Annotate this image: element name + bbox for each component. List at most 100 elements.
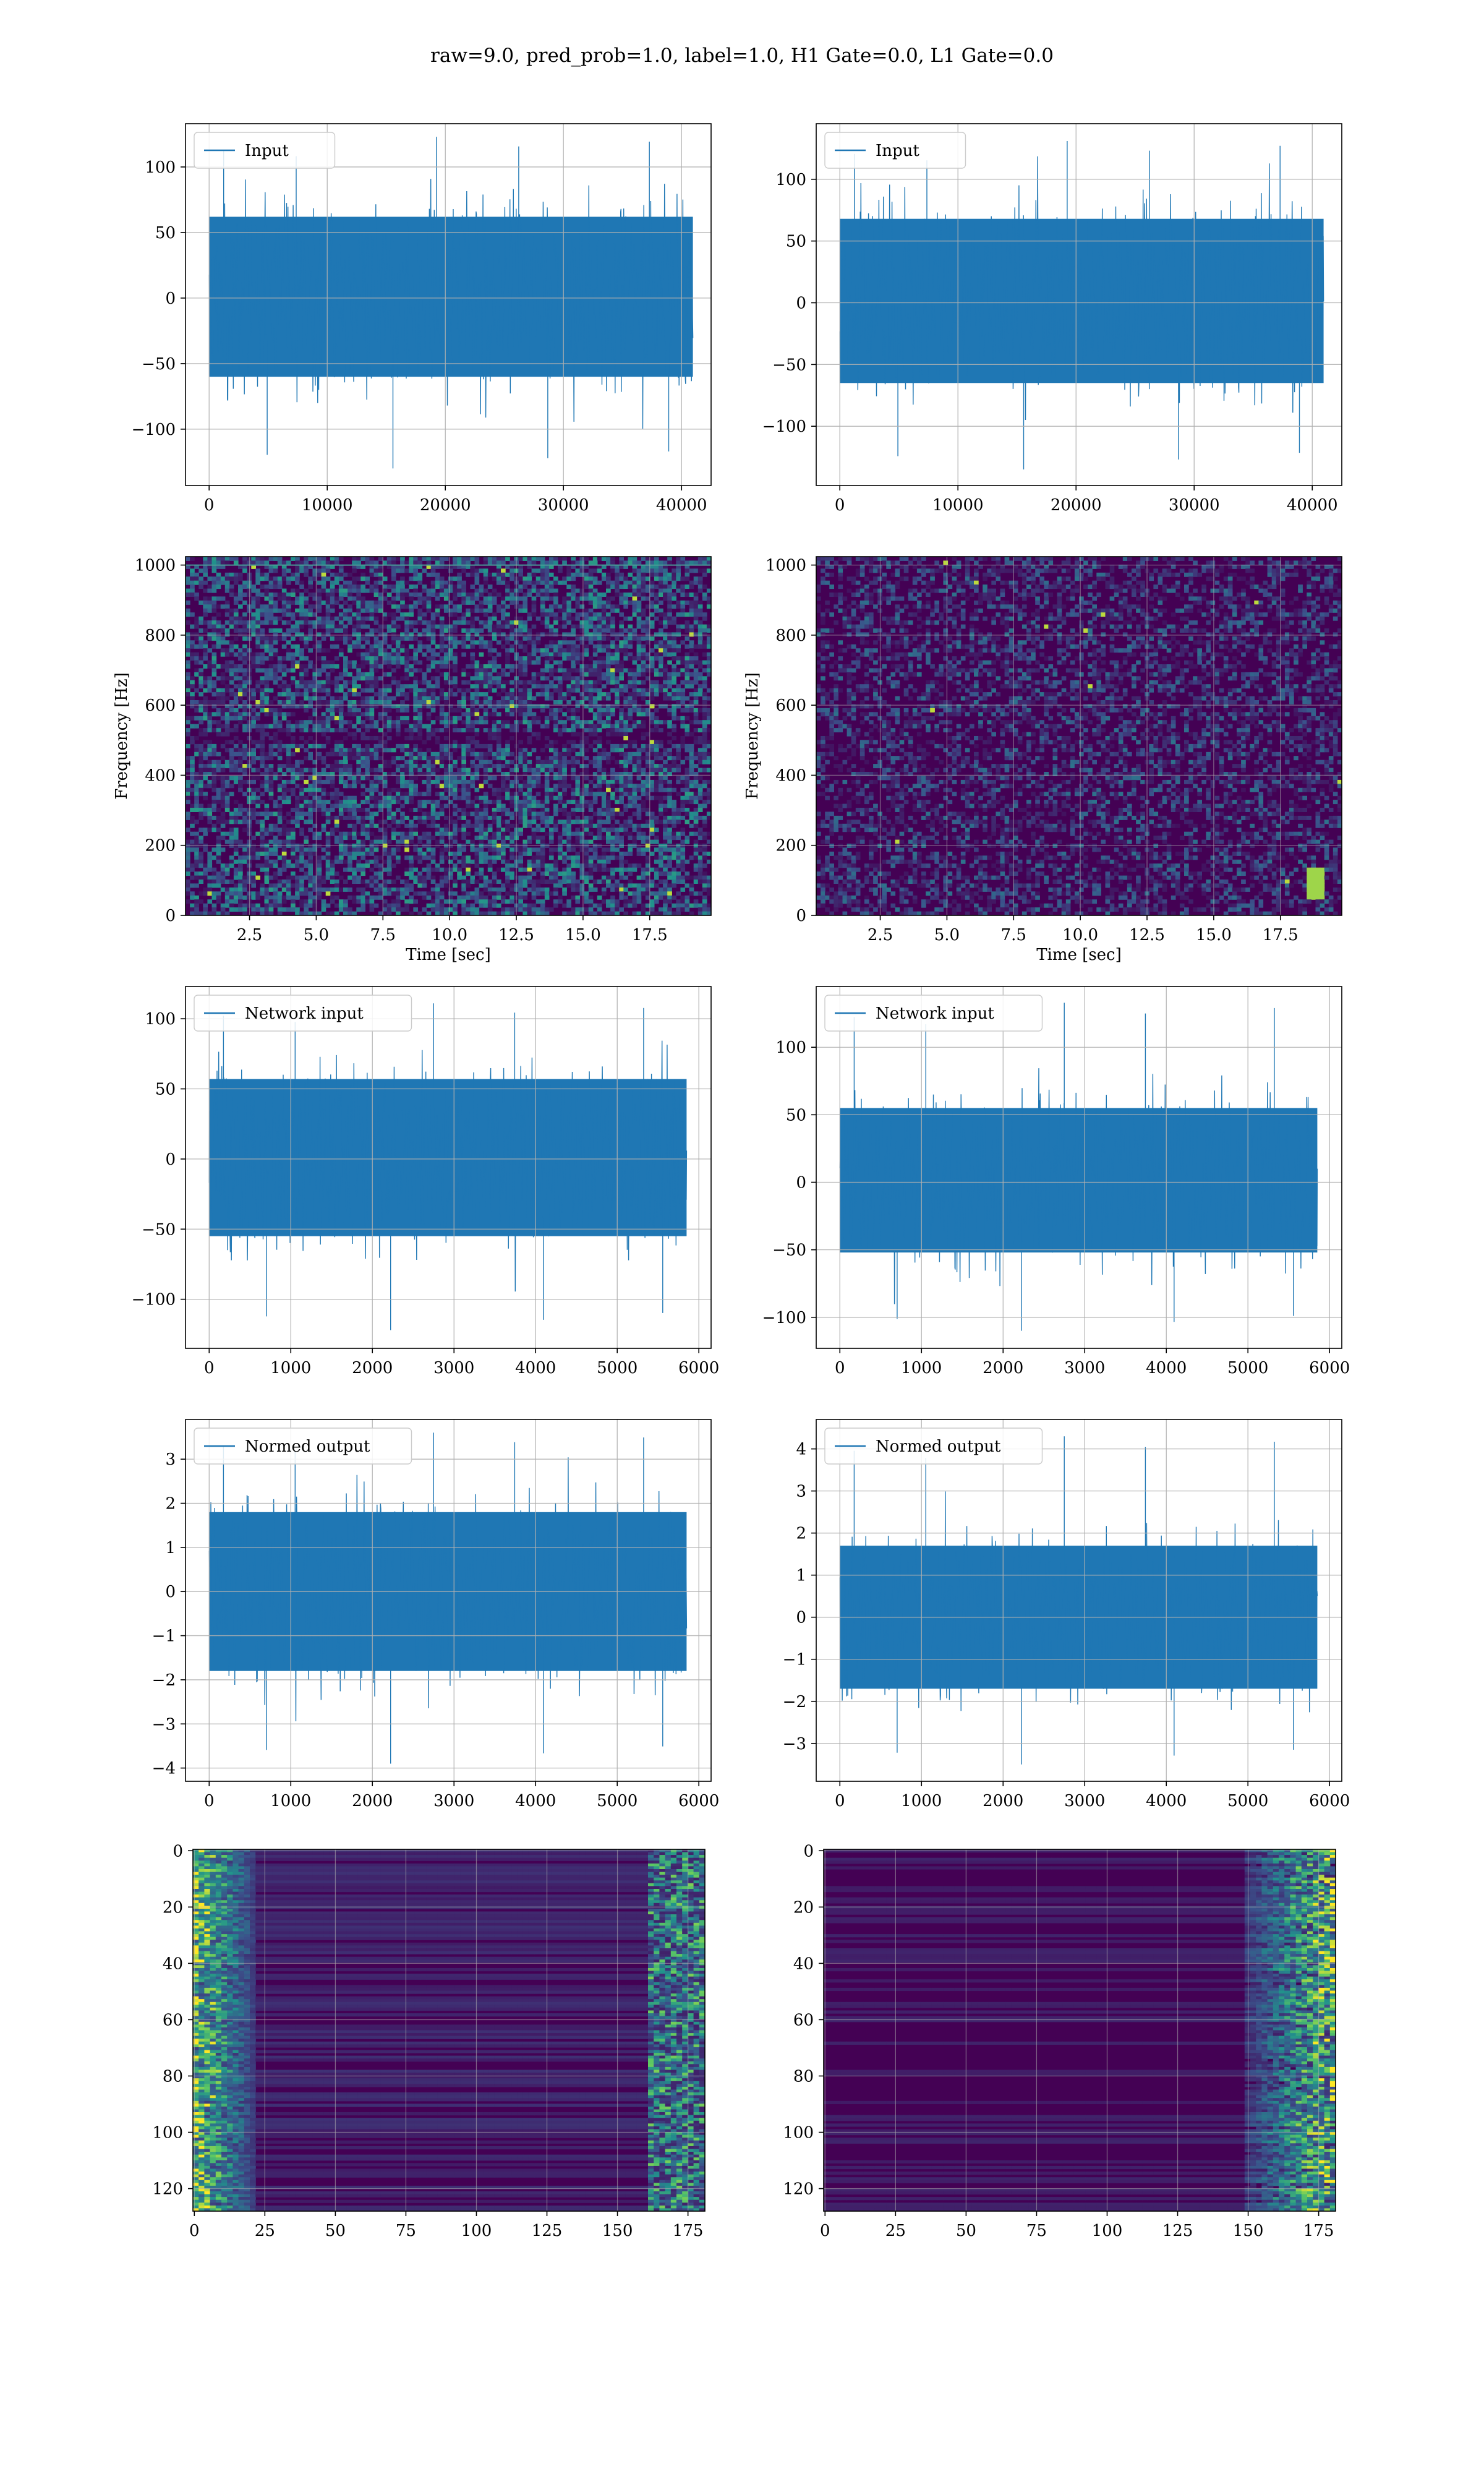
x-tick-label: 5000: [1227, 1359, 1268, 1377]
grid: [186, 987, 711, 1348]
y-tick-label: 0: [165, 1583, 176, 1601]
legend: Normed output: [824, 1427, 1043, 1465]
x-tick-label: 6000: [678, 1792, 719, 1810]
grid: [816, 987, 1342, 1348]
ticks: 0 1000 2000 3000 4000 5000 6000 −4 −3 −2 −1 0 1 2 3: [152, 1450, 720, 1810]
axes-frame: [816, 556, 1342, 916]
y-tick-label: 50: [155, 1081, 176, 1099]
series-line: [839, 141, 1324, 469]
series-line: [208, 1003, 688, 1330]
y-tick-label: −50: [142, 355, 176, 374]
ticks: 0 10000 20000 30000 40000 −100 −50 0 50 100: [762, 171, 1338, 515]
ticks: 0 25 50 75 100 125 150 175 0 20 40 60 80 100 120: [783, 1842, 1334, 2240]
x-tick-label: 100: [461, 2222, 492, 2240]
y-tick-label: 400: [145, 766, 176, 785]
y-tick-label: 80: [793, 2067, 814, 2086]
x-tick-label: 3000: [1064, 1359, 1105, 1377]
y-tick-label: 200: [145, 837, 176, 855]
x-tick-label: 2000: [352, 1792, 393, 1810]
axes-frame: [816, 986, 1342, 1349]
x-tick-label: 10.0: [1062, 926, 1098, 944]
x-tick-label: 0: [189, 2222, 200, 2240]
heatmap-cells: [186, 557, 711, 915]
legend-label: Network input: [245, 1004, 364, 1023]
x-tick-label: 5000: [597, 1792, 638, 1810]
x-tick-label: 50: [956, 2222, 976, 2240]
legend-box: [824, 1427, 1043, 1465]
plot-area: [839, 141, 1324, 469]
x-axis-label: Time [sec]: [406, 946, 491, 964]
y-tick-label: −1: [152, 1627, 176, 1646]
x-tick-label: 1000: [901, 1359, 942, 1377]
y-tick-label: 60: [793, 2011, 814, 2029]
axes-frame: [185, 123, 712, 486]
y-tick-label: 0: [796, 907, 806, 925]
legend-box: [194, 995, 412, 1032]
y-tick-label: 400: [775, 766, 806, 785]
y-tick-label: 800: [775, 627, 806, 645]
grid: [193, 1849, 705, 2211]
axes-feat-h1: 0 25 50 75 100 125 150 175 0 20 40 60 80 100 120: [152, 1842, 706, 2240]
x-tick-label: 175: [1303, 2222, 1334, 2240]
plot-area: [193, 1849, 705, 2211]
axes-netin-l1: 0 1000 2000 3000 4000 5000 6000 −100 −50 0 50 100 Ne…: [762, 986, 1350, 1377]
x-tick-label: 0: [835, 1359, 845, 1377]
y-tick-label: 80: [163, 2067, 183, 2086]
y-tick-label: 2: [165, 1495, 176, 1513]
y-tick-label: 1: [796, 1567, 806, 1585]
x-tick-label: 40000: [656, 496, 707, 515]
x-tick-label: 10000: [932, 496, 984, 515]
x-tick-label: 25: [885, 2222, 906, 2240]
y-tick-label: −100: [762, 417, 806, 436]
y-tick-label: 20: [793, 1898, 814, 1917]
x-tick-label: 2000: [983, 1359, 1023, 1377]
axes-frame: [816, 123, 1342, 486]
x-tick-label: 20000: [420, 496, 471, 515]
plot-area: [208, 1003, 688, 1330]
y-tick-label: 0: [796, 1609, 806, 1627]
series-line: [839, 1436, 1318, 1765]
x-tick-label: 4000: [515, 1792, 556, 1810]
ticks: 0 1000 2000 3000 4000 5000 6000 −100 −50 0 50 100: [132, 1010, 720, 1377]
y-tick-label: 0: [165, 289, 176, 308]
x-tick-label: 125: [1162, 2222, 1193, 2240]
x-tick-label: 7.5: [370, 926, 396, 944]
x-tick-label: 75: [1026, 2222, 1047, 2240]
y-tick-label: −3: [783, 1735, 806, 1753]
y-tick-label: 100: [783, 2124, 814, 2142]
y-tick-label: −100: [132, 1291, 176, 1309]
y-tick-label: 3: [165, 1450, 176, 1469]
y-tick-label: 1: [165, 1539, 176, 1557]
x-tick-label: 6000: [1309, 1792, 1350, 1810]
axes-frame: [185, 556, 712, 916]
y-tick-label: −2: [783, 1693, 806, 1711]
y-tick-label: −2: [152, 1671, 176, 1690]
x-tick-label: 4000: [1146, 1359, 1187, 1377]
plot-area: [839, 1003, 1318, 1331]
y-tick-label: 100: [775, 171, 806, 189]
plot-area: [186, 557, 711, 915]
x-tick-label: 10.0: [432, 926, 467, 944]
axes-frame: [816, 1419, 1342, 1782]
legend: Network input: [194, 995, 412, 1032]
x-tick-label: 5.0: [304, 926, 329, 944]
y-tick-label: 120: [152, 2180, 183, 2199]
x-tick-label: 150: [602, 2222, 633, 2240]
grid: [816, 557, 1342, 916]
y-tick-label: 60: [163, 2011, 183, 2029]
y-tick-label: 20: [163, 1898, 183, 1917]
legend-label: Input: [245, 142, 289, 160]
x-tick-label: 4000: [1146, 1792, 1187, 1810]
x-tick-label: 3000: [1064, 1792, 1105, 1810]
x-tick-label: 50: [325, 2222, 346, 2240]
y-tick-label: 50: [786, 233, 806, 251]
axes-input-h1: 0 10000 20000 30000 40000 −100 −50 0 50 100 Input: [132, 123, 712, 515]
x-tick-label: 100: [1092, 2222, 1123, 2240]
legend-box: [194, 1427, 412, 1465]
x-tick-label: 5000: [597, 1359, 638, 1377]
y-tick-label: 40: [793, 1954, 814, 1973]
y-axis-label: Frequency [Hz]: [743, 672, 762, 800]
x-tick-label: 15.0: [1196, 926, 1232, 944]
x-tick-label: 0: [820, 2222, 830, 2240]
